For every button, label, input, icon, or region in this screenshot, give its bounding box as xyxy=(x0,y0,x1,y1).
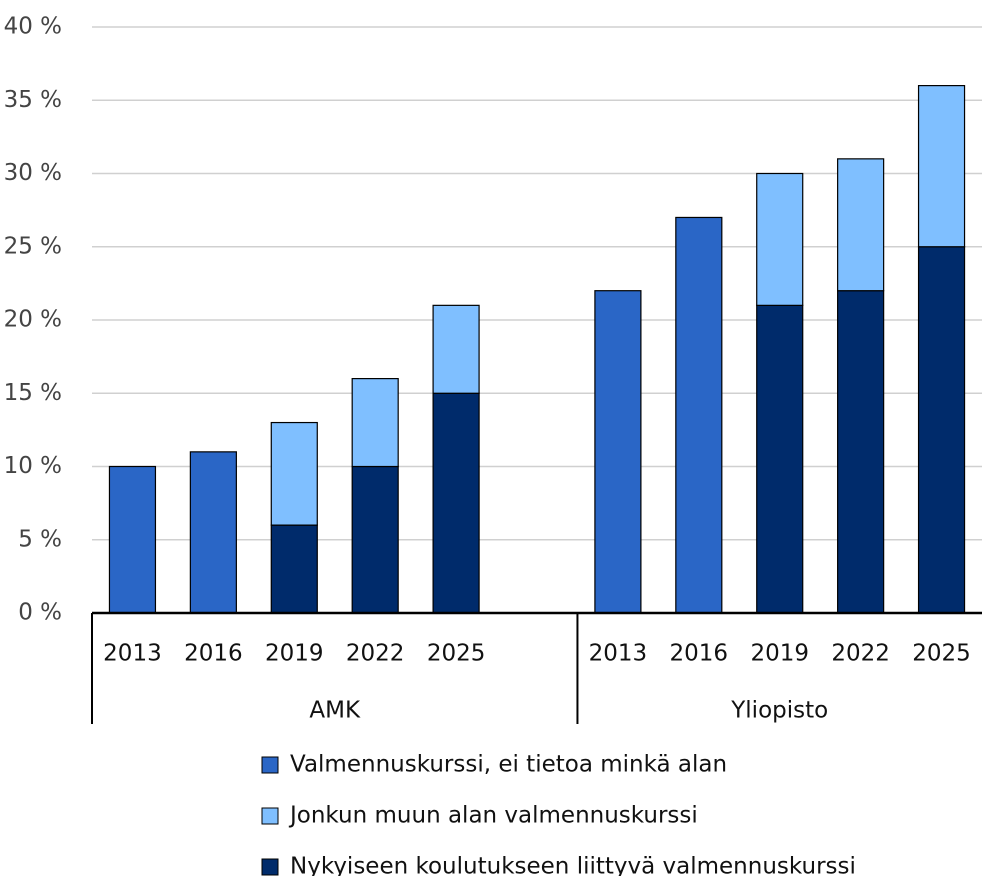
legend-swatch xyxy=(261,756,279,774)
legend-label: Valmennuskurssi, ei tietoa minkä alan xyxy=(290,752,727,778)
bar xyxy=(108,465,157,614)
y-tick-label: 30 % xyxy=(4,160,62,186)
group-label: Yliopisto xyxy=(730,698,828,724)
y-tick-label: 40 % xyxy=(4,14,62,40)
y-tick-label: 20 % xyxy=(4,307,62,333)
x-tick-label: 2019 xyxy=(265,641,324,667)
x-tick-label: 2013 xyxy=(103,641,162,667)
x-tick-label: 2025 xyxy=(912,641,971,667)
bar xyxy=(432,304,480,394)
bar xyxy=(917,84,966,248)
bar xyxy=(351,378,399,468)
y-tick-label: 0 % xyxy=(18,600,62,626)
x-tick-label: 2013 xyxy=(589,641,648,667)
x-tick-label: 2022 xyxy=(831,641,890,667)
bar xyxy=(837,158,885,292)
bar xyxy=(837,290,885,614)
bar xyxy=(917,246,966,614)
x-tick-label: 2016 xyxy=(670,641,729,667)
y-tick-label: 25 % xyxy=(4,233,62,259)
bar xyxy=(432,392,480,614)
y-tick-label: 15 % xyxy=(4,380,62,406)
legend-swatch xyxy=(261,858,279,876)
y-tick-label: 35 % xyxy=(4,87,62,113)
bar xyxy=(756,304,804,614)
group-label: AMK xyxy=(309,698,361,724)
y-tick-label: 5 % xyxy=(18,526,62,552)
legend-label: Jonkun muun alan valmennuskurssi xyxy=(288,803,698,829)
bar xyxy=(756,172,804,306)
legend-swatch xyxy=(261,807,279,825)
bar xyxy=(675,216,723,614)
x-tick-label: 2016 xyxy=(184,641,243,667)
bar xyxy=(270,524,318,614)
bar xyxy=(351,465,399,614)
x-tick-label: 2022 xyxy=(346,641,405,667)
y-tick-label: 10 % xyxy=(4,453,62,479)
legend-label: Nykyiseen koulutukseen liittyvä valmennu… xyxy=(290,854,856,876)
bar xyxy=(594,290,642,614)
bar xyxy=(189,451,237,614)
x-tick-label: 2025 xyxy=(427,641,486,667)
bar xyxy=(270,421,318,526)
x-tick-label: 2019 xyxy=(750,641,809,667)
